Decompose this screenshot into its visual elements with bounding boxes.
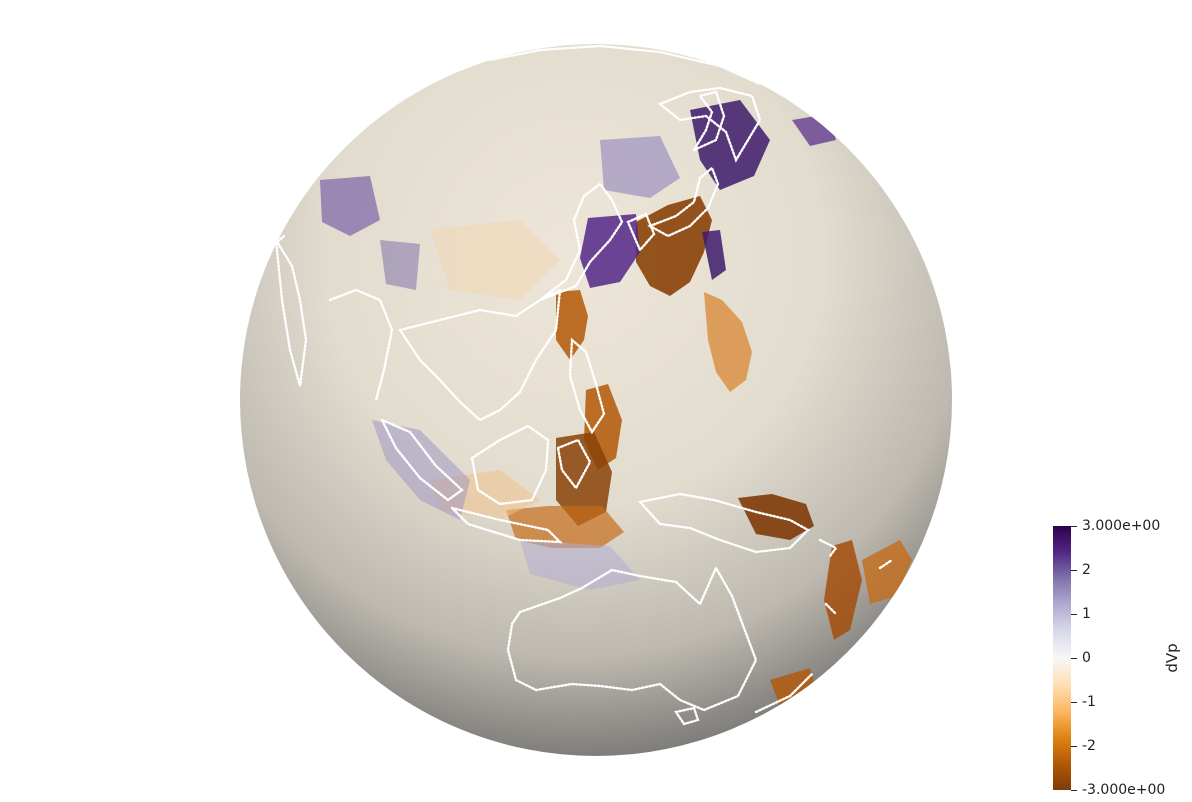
colorbar-tick [1071,614,1077,615]
colorbar-tick [1071,570,1077,571]
anomaly-tonga-slow [824,540,862,640]
coastline-india [274,239,308,387]
anomaly-japan-sea-fast [580,214,640,288]
coastline-japan [647,165,720,238]
anomaly-bonin-fast [702,230,726,280]
coastline-hokkaido-sakhalin [690,90,726,153]
coastline-siberia [488,44,762,86]
colorbar-tick [1071,526,1077,527]
anomaly-australia-north-fast [520,540,640,590]
coastline-okhotsk [657,86,762,163]
colorbar-tick-label: 2 [1082,562,1091,578]
anomaly-tibet-fast [380,240,420,290]
anomaly-ryukyu-slow [556,290,588,360]
coastline-australia [506,565,758,712]
anomaly-sunda-fast [372,420,470,520]
anomaly-molucca-slow [556,432,612,526]
colorbar-tick [1071,746,1077,747]
colorbar-tick-label: 1 [1082,606,1091,622]
coastline-new-zealand [754,672,814,714]
coastline-myanmar [328,288,394,402]
colorbar-tick-label: -2 [1082,738,1096,754]
anomaly-china-diffuse [430,220,560,300]
anomaly-banda-slow [506,506,624,548]
coastline-new-guinea [637,492,810,554]
colorbar-ramp [1053,526,1071,790]
coastline-sulawesi [556,438,592,491]
coastline-china [539,182,624,302]
colorbar-tick [1071,790,1077,791]
coastline-sumatra [379,417,464,502]
coastline-korea [626,212,656,253]
anomaly-manchuria-fast [600,136,680,198]
colorbar [1053,526,1073,790]
coastline-solomons [818,538,838,558]
colorbar-min-label: -3.000e+00 [1082,782,1166,798]
anomaly-kermadec-slow [770,668,816,706]
coastline-borneo [470,424,550,506]
colorbar-title: dVp [1163,643,1181,673]
coastline-new-caledonia [824,602,838,616]
coastline-philippines [568,337,606,435]
colorbar-tick [1071,702,1077,703]
anomaly-japan-slow [636,196,712,296]
coastlines [256,44,894,726]
coastline-fiji [878,558,894,570]
colorbar-tick [1071,658,1077,659]
anomaly-himalaya-fast [320,176,380,236]
colorbar-tick-label: -1 [1082,694,1096,710]
anomaly-izu-bonin-slow [704,292,752,392]
colorbar-max-label: 3.000e+00 [1082,518,1161,534]
coastline-java [448,505,564,544]
coastline-se-asia [398,287,562,422]
coastline-tasmania [674,706,700,726]
colorbar-tick-label: 0 [1082,650,1091,666]
